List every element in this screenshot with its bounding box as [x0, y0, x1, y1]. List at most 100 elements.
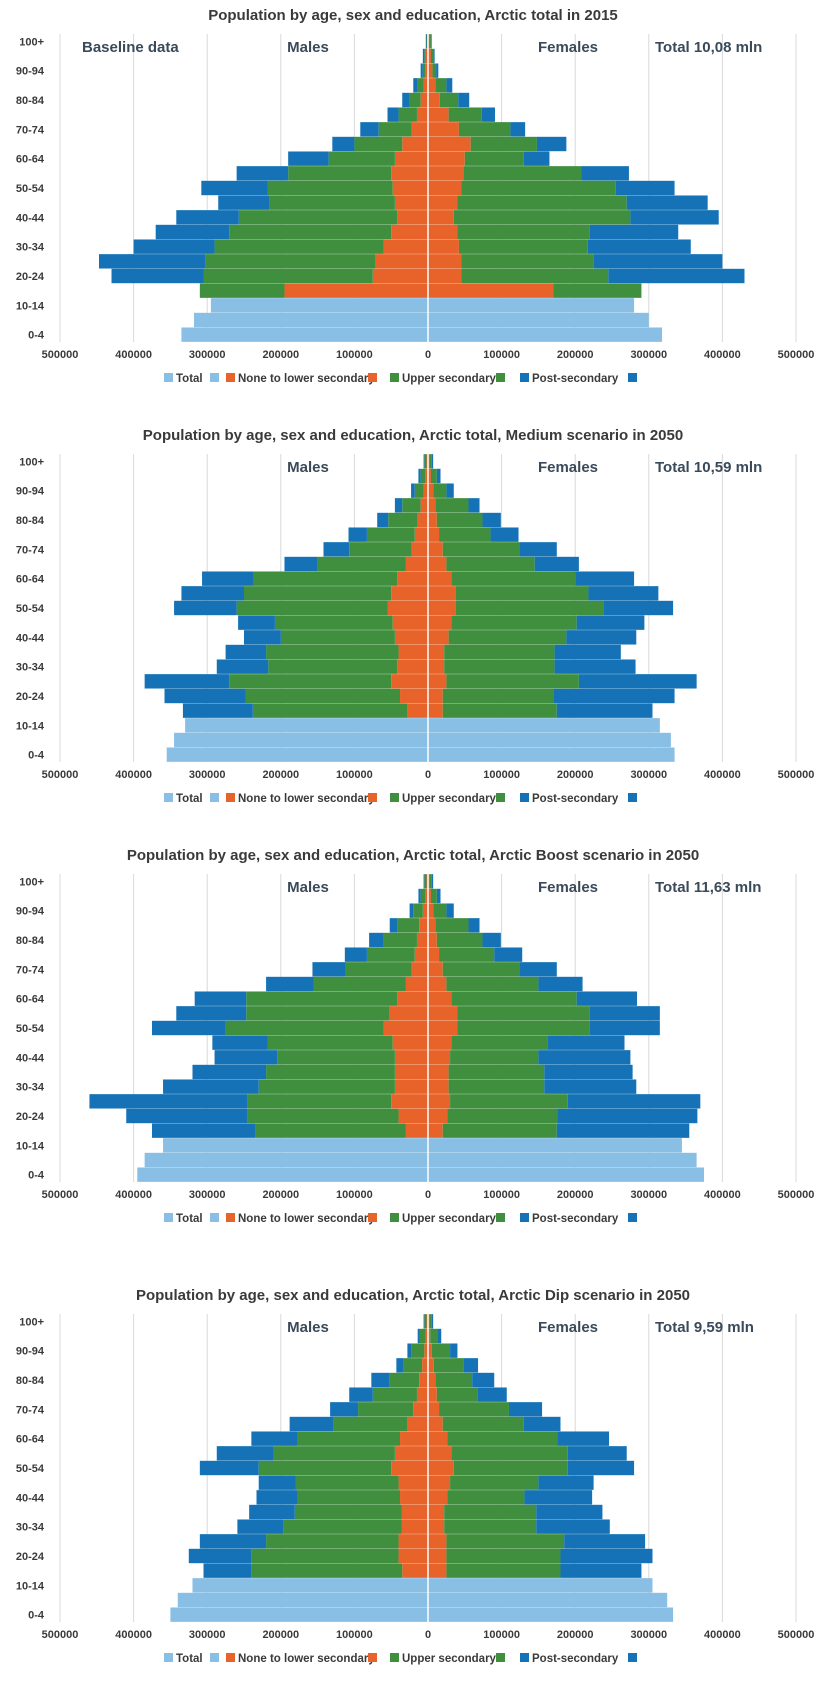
age-label-30-34: 30-34: [16, 1522, 45, 1534]
bar-post-males-45-49: [218, 195, 270, 210]
bar-none-males-95-99: [425, 1328, 428, 1344]
bar-post-females-20-24: [560, 1548, 653, 1564]
bar-none-males-65-69: [402, 136, 428, 152]
bar-upper-males-55-59: [288, 166, 392, 181]
legend-swatch-trailing-1: [368, 1213, 377, 1222]
bar-upper-females-85-89: [435, 918, 469, 933]
x-tick-label: 500000: [42, 1189, 79, 1201]
bar-upper-females-70-74: [458, 122, 511, 137]
bar-upper-females-100+: [429, 454, 432, 469]
bar-post-males-50-54: [199, 1460, 259, 1476]
bar-post-males-95-99: [418, 888, 421, 904]
bar-total-females-0-4: [428, 327, 663, 342]
bar-total-females-10-14: [428, 298, 635, 313]
bar-post-females-70-74: [520, 962, 557, 977]
bar-upper-females-95-99: [430, 468, 437, 484]
bar-post-females-80-84: [482, 932, 501, 948]
bar-upper-males-95-99: [420, 468, 426, 484]
bar-none-males-70-74: [411, 542, 428, 557]
legend-swatch-3: [520, 373, 529, 382]
bar-post-females-50-54: [567, 1460, 635, 1476]
bar-none-males-80-84: [416, 932, 428, 948]
bar-post-males-20-24: [111, 268, 204, 284]
bar-upper-females-95-99: [430, 888, 437, 904]
bar-post-females-55-59: [581, 166, 629, 181]
bar-upper-males-50-54: [258, 1460, 392, 1476]
bar-post-females-75-79: [490, 527, 519, 542]
bar-upper-males-55-59: [273, 1446, 395, 1461]
bar-total-males-0-4: [170, 1607, 428, 1622]
bar-upper-females-50-54: [461, 180, 616, 196]
bar-none-males-50-54: [383, 1020, 428, 1036]
bar-post-males-70-74: [312, 962, 346, 977]
bar-none-females-25-29: [428, 1534, 447, 1549]
bar-upper-females-80-84: [439, 92, 459, 108]
bar-upper-males-50-54: [267, 180, 393, 196]
bar-none-males-30-34: [394, 1079, 428, 1094]
bar-post-males-15-19: [203, 1563, 252, 1578]
bar-none-females-95-99: [428, 888, 431, 904]
bar-upper-males-35-39: [294, 1504, 402, 1520]
age-label-60-64: 60-64: [16, 574, 45, 586]
legend-swatch-trailing-1: [368, 793, 377, 802]
bar-upper-females-70-74: [442, 542, 520, 557]
bars-group: [99, 34, 745, 342]
bar-upper-males-40-44: [238, 210, 398, 225]
bar-upper-females-60-64: [451, 571, 576, 586]
x-tick-label: 500000: [778, 1629, 815, 1641]
legend-swatch-0: [164, 793, 173, 802]
bar-none-males-25-29: [391, 1094, 428, 1109]
bar-post-males-20-24: [164, 688, 246, 704]
bar-none-females-25-29: [428, 674, 447, 689]
bar-none-males-20-24: [372, 268, 428, 284]
bar-post-males-65-69: [289, 1416, 334, 1432]
bar-upper-males-20-24: [251, 1548, 399, 1564]
bar-post-females-55-59: [567, 1446, 627, 1461]
bar-upper-females-25-29: [450, 1094, 568, 1109]
legend-swatch-trailing-2: [496, 793, 505, 802]
legend-swatch-trailing-0: [210, 793, 219, 802]
bar-none-males-30-34: [401, 1519, 428, 1534]
bar-upper-males-25-29: [266, 1534, 399, 1549]
bar-post-males-100+: [423, 874, 425, 889]
bar-none-females-50-54: [428, 180, 462, 196]
bars-group: [170, 1314, 674, 1622]
bar-none-males-70-74: [411, 122, 428, 137]
bar-upper-females-65-69: [470, 136, 537, 152]
legend-swatch-2: [390, 373, 399, 382]
bar-post-males-20-24: [188, 1548, 252, 1564]
bar-none-males-55-59: [391, 166, 428, 181]
bar-post-females-55-59: [589, 1006, 660, 1021]
legend-label-3: Post-secondary: [532, 373, 619, 385]
x-tick-label: 300000: [630, 349, 667, 361]
bar-none-females-80-84: [428, 92, 440, 108]
x-tick-label: 400000: [115, 1629, 152, 1641]
bar-upper-females-55-59: [457, 1006, 590, 1021]
bar-none-males-65-69: [405, 556, 428, 572]
bar-upper-females-80-84: [436, 932, 483, 948]
bar-none-females-15-19: [428, 1123, 443, 1138]
bar-none-males-35-39: [401, 1504, 428, 1520]
bar-post-females-80-84: [472, 1372, 495, 1388]
bar-upper-males-60-64: [253, 571, 398, 586]
bar-post-females-90-94: [450, 1343, 458, 1358]
bar-upper-females-75-79: [436, 1387, 478, 1402]
bar-post-males-50-54: [174, 600, 237, 616]
bar-none-males-75-79: [414, 947, 428, 962]
bar-none-females-65-69: [428, 136, 471, 152]
bar-upper-males-95-99: [419, 1328, 426, 1344]
bar-none-males-65-69: [405, 976, 428, 992]
bar-none-males-60-64: [397, 571, 428, 586]
bar-none-females-45-49: [428, 195, 458, 210]
bar-post-females-20-24: [557, 1108, 698, 1124]
bar-upper-males-90-94: [422, 63, 426, 78]
bar-post-males-55-59: [236, 166, 289, 181]
bar-upper-females-30-34: [448, 1079, 545, 1094]
bar-post-females-75-79: [477, 1387, 507, 1402]
bar-upper-females-30-34: [444, 659, 555, 674]
bar-none-females-25-29: [428, 1094, 451, 1109]
age-label-60-64: 60-64: [16, 154, 45, 166]
x-tick-label: 300000: [630, 1189, 667, 1201]
age-label-40-44: 40-44: [16, 632, 45, 644]
bar-total-males-5-9: [174, 732, 428, 748]
